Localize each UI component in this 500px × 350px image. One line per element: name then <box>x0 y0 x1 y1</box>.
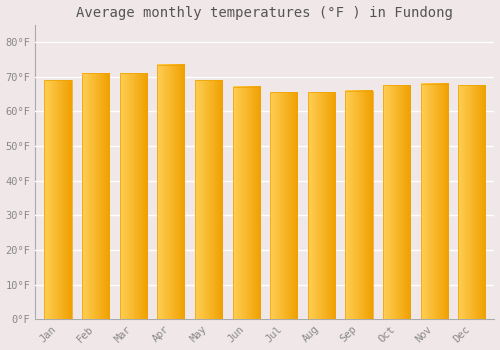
Bar <box>308 92 335 319</box>
Bar <box>270 92 297 319</box>
Bar <box>420 84 448 319</box>
Bar <box>158 65 184 319</box>
Bar <box>82 74 109 319</box>
Bar <box>346 91 372 319</box>
Bar <box>195 80 222 319</box>
Bar <box>232 87 260 319</box>
Title: Average monthly temperatures (°F ) in Fundong: Average monthly temperatures (°F ) in Fu… <box>76 6 454 20</box>
Bar <box>120 74 147 319</box>
Bar <box>44 80 72 319</box>
Bar <box>458 85 485 319</box>
Bar <box>383 85 410 319</box>
